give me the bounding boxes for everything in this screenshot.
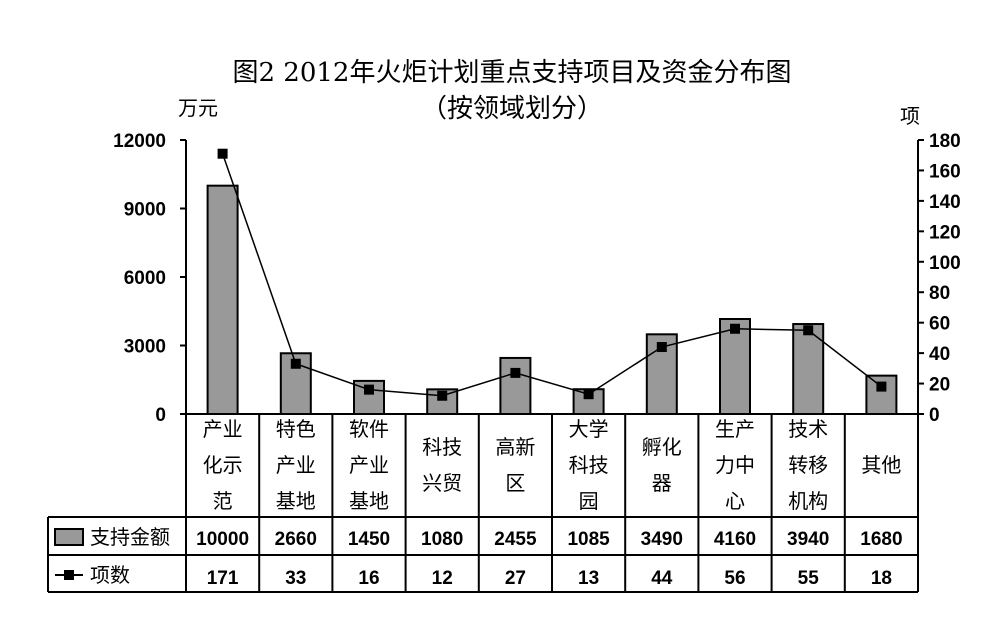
right-axis-unit: 项	[900, 104, 920, 128]
line-marker	[583, 389, 594, 400]
category-label: 机构	[788, 489, 828, 513]
right-tick-label: 100	[929, 253, 961, 274]
bar	[206, 184, 239, 415]
right-tick-label: 60	[929, 314, 950, 335]
line-marker	[510, 367, 521, 378]
category-label: 科技	[569, 453, 609, 477]
line-value-label: 55	[798, 568, 820, 589]
line-value-label: 44	[651, 568, 673, 589]
line-value-label: 18	[871, 568, 892, 589]
category-label: 力中	[715, 453, 755, 477]
right-tick-label: 40	[929, 344, 950, 365]
line-marker	[730, 323, 740, 334]
category-label: 特色	[276, 417, 316, 441]
category-label: 高新	[495, 435, 535, 459]
line-marker	[290, 358, 301, 369]
category-label: 生产	[715, 417, 755, 441]
category-label: 软件	[349, 417, 389, 441]
line-value-label: 27	[505, 568, 526, 589]
line-value-label: 16	[358, 568, 379, 589]
category-label: 其他	[861, 453, 901, 477]
bar	[865, 374, 898, 416]
line-value-label: 13	[578, 568, 599, 589]
line-marker	[364, 384, 374, 395]
category-label: 孵化	[642, 435, 682, 459]
bar-value-label: 3940	[787, 529, 829, 550]
line-value-label: 56	[724, 568, 745, 589]
line-value-label: 33	[285, 568, 306, 589]
chart-subtitle: （按领域划分）	[421, 94, 603, 124]
category-label: 技术	[788, 417, 828, 441]
left-tick-label: 6000	[124, 268, 166, 289]
legend-line-marker	[64, 570, 74, 580]
bar-value-label: 1080	[421, 529, 463, 550]
line-marker	[656, 342, 667, 353]
bar-value-label: 2660	[275, 529, 317, 550]
right-tick-label: 180	[929, 131, 961, 152]
category-label: 产业	[349, 453, 389, 477]
category-label: 科技	[422, 435, 462, 459]
right-tick-label: 140	[929, 192, 961, 213]
right-tick-label: 80	[929, 283, 950, 304]
category-label: 产业	[203, 417, 243, 441]
left-tick-label: 3000	[124, 337, 166, 358]
bar	[719, 318, 751, 415]
category-label: 化示	[203, 453, 243, 477]
line-value-label: 171	[207, 568, 239, 589]
category-label: 转移	[788, 453, 828, 477]
bar-value-label: 10000	[196, 529, 249, 550]
bar-value-label: 1680	[860, 529, 902, 550]
line-marker	[876, 381, 887, 392]
chart-title: 图2 2012年火炬计划重点支持项目及资金分布图	[233, 58, 792, 88]
bar-value-label: 1085	[567, 529, 610, 550]
category-label: 心	[725, 489, 745, 513]
bar-value-label: 4160	[714, 529, 756, 550]
left-tick-label: 9000	[124, 200, 166, 221]
category-label: 区	[505, 471, 525, 495]
category-label: 兴贸	[422, 471, 462, 495]
right-tick-label: 160	[929, 161, 961, 182]
left-axis-unit: 万元	[178, 96, 218, 120]
right-tick-label: 120	[929, 222, 961, 243]
line-marker	[437, 390, 448, 401]
legend-bar-label: 支持金额	[90, 525, 170, 549]
left-tick-label: 0	[155, 405, 166, 426]
line-marker	[217, 148, 228, 159]
category-label: 范	[213, 489, 233, 513]
line-value-label: 12	[432, 568, 453, 589]
left-tick-label: 12000	[113, 131, 166, 152]
category-label: 基地	[349, 489, 389, 513]
right-tick-label: 20	[929, 375, 950, 396]
category-label: 大学	[569, 417, 609, 441]
category-label: 基地	[276, 489, 316, 513]
series-line	[221, 153, 882, 397]
bar	[792, 323, 825, 415]
category-label: 产业	[276, 453, 316, 477]
bar	[499, 356, 532, 415]
legend-bar-swatch	[54, 528, 84, 546]
category-label: 园	[579, 489, 599, 513]
bar-value-label: 3490	[641, 529, 683, 550]
category-label: 器	[652, 471, 672, 495]
bar-value-label: 1450	[348, 529, 390, 550]
line-marker	[803, 325, 814, 336]
right-tick-label: 0	[929, 405, 940, 426]
bar-value-label: 2455	[494, 529, 537, 550]
legend-line-label: 项数	[90, 563, 130, 587]
